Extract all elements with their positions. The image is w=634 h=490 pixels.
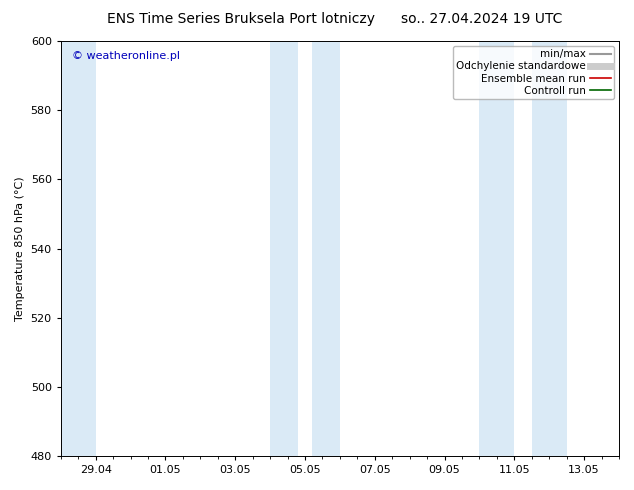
Bar <box>312 41 340 456</box>
Bar <box>479 41 514 456</box>
Bar <box>61 41 96 456</box>
Text: ENS Time Series Bruksela Port lotniczy: ENS Time Series Bruksela Port lotniczy <box>107 12 375 26</box>
Y-axis label: Temperature 850 hPa (°C): Temperature 850 hPa (°C) <box>15 176 25 321</box>
Text: © weatheronline.pl: © weatheronline.pl <box>72 51 180 61</box>
Text: so.. 27.04.2024 19 UTC: so.. 27.04.2024 19 UTC <box>401 12 562 26</box>
Legend: min/max, Odchylenie standardowe, Ensemble mean run, Controll run: min/max, Odchylenie standardowe, Ensembl… <box>453 46 614 99</box>
Bar <box>532 41 567 456</box>
Bar <box>270 41 298 456</box>
